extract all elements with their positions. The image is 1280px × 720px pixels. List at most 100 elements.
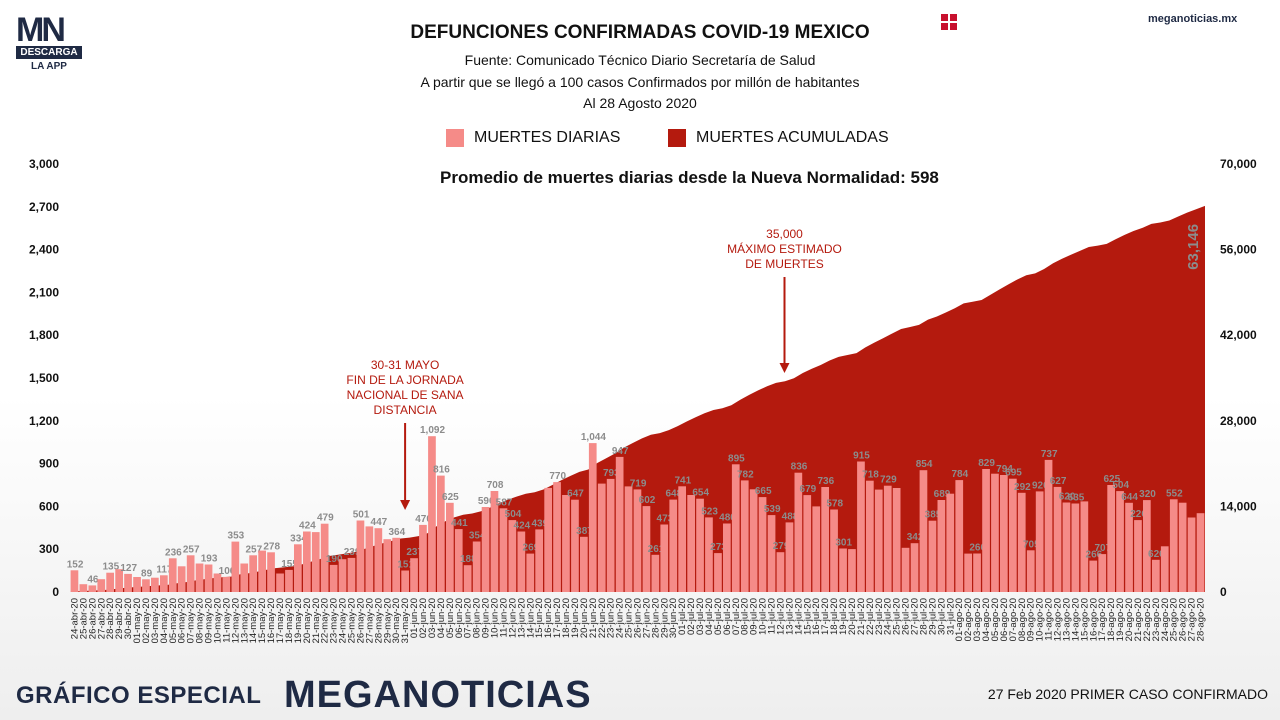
daily-value-label: 320 (1139, 489, 1156, 500)
x-tick-label: 05-jun-20 (445, 598, 456, 638)
daily-bar (454, 529, 463, 592)
daily-value-label: 106 (219, 566, 236, 577)
daily-bar (338, 559, 347, 592)
x-tick-label: 01-jul-20 (677, 598, 688, 635)
x-tick-label: 05-ago-20 (990, 598, 1001, 641)
daily-bar (1009, 478, 1017, 592)
daily-value-label: 578 (826, 499, 843, 510)
y-right-tick-label: 14,000 (1220, 499, 1257, 513)
x-tick-label: 10-ago-20 (1035, 598, 1046, 641)
daily-bar (490, 491, 499, 592)
daily-value-label: 1,044 (581, 432, 606, 443)
daily-value-label: 385 (925, 510, 942, 521)
daily-value-label: 854 (916, 459, 933, 470)
daily-bar (651, 554, 660, 592)
x-tick-label: 31-jul-20 (945, 598, 956, 635)
x-tick-label: 06-ago-20 (999, 598, 1010, 641)
daily-bar (946, 493, 955, 592)
daily-bar (168, 558, 177, 592)
daily-bar (1044, 459, 1053, 592)
legend-cumulative: MUERTES ACUMULADAS (668, 129, 889, 147)
daily-bar (857, 461, 865, 592)
x-tick-label: 04-jun-20 (436, 598, 447, 638)
daily-bar (982, 469, 990, 592)
daily-bar (803, 495, 812, 592)
daily-value-label: 266 (969, 543, 986, 554)
x-tick-label: 23-ago-20 (1151, 598, 1162, 641)
x-tick-label: 16-jun-20 (543, 598, 554, 638)
x-tick-label: 10-jun-20 (490, 598, 501, 638)
daily-value-label: 782 (737, 469, 754, 480)
daily-value-label: 895 (728, 453, 745, 464)
daily-value-label: 155 (281, 559, 298, 570)
daily-bar (383, 539, 392, 592)
daily-bar (1089, 560, 1098, 592)
promedio-text: Promedio de muertes diarias desde la Nue… (440, 168, 939, 187)
x-tick-label: 23-jun-20 (606, 598, 617, 638)
daily-bar (222, 576, 231, 592)
x-tick-label: 28-jul-20 (919, 598, 930, 635)
x-tick-label: 06-jun-20 (454, 598, 465, 638)
daily-value-label: 334 (290, 533, 307, 544)
daily-bar (124, 573, 132, 592)
x-tick-label: 03-jun-20 (427, 598, 438, 638)
daily-bar (1053, 486, 1062, 592)
x-tick-label: 20-may-20 (302, 598, 313, 643)
x-tick-label: 19-may-20 (293, 598, 304, 643)
daily-value-label: 836 (791, 462, 808, 473)
x-tick-label: 25-jun-20 (624, 598, 635, 638)
daily-bar (821, 487, 829, 592)
daily-bar (508, 520, 517, 592)
x-tick-label: 20-jun-20 (579, 598, 590, 638)
x-tick-label: 02-jul-20 (686, 598, 697, 635)
x-tick-label: 12-may-20 (230, 598, 241, 643)
daily-value-label: 473 (657, 514, 674, 525)
daily-bar (356, 520, 365, 592)
daily-value-label: 816 (433, 465, 450, 476)
daily-bar (1169, 499, 1178, 592)
x-tick-label: 08-ago-20 (1017, 598, 1028, 641)
daily-bar (213, 573, 222, 592)
x-tick-label: 27-may-20 (364, 598, 375, 643)
daily-bar (79, 584, 88, 592)
x-tick-label: 04-ago-20 (981, 598, 992, 641)
x-tick-label: 22-jun-20 (597, 598, 608, 638)
daily-bar (866, 480, 874, 592)
daily-bar (276, 573, 284, 592)
x-tick-label: 21-jul-20 (856, 598, 867, 635)
daily-bar (240, 563, 249, 592)
y-right-tick-label: 70,000 (1220, 157, 1257, 171)
x-tick-label: 05-may-20 (168, 598, 179, 643)
daily-value-label: 1,092 (420, 425, 445, 436)
x-tick-label: 09-ago-20 (1026, 598, 1037, 641)
y-left-tick-label: 300 (39, 542, 59, 556)
daily-bar (553, 482, 561, 592)
daily-bar (848, 549, 856, 592)
x-tick-label: 25-ago-20 (1169, 598, 1180, 641)
daily-bar (964, 553, 972, 592)
daily-bar (249, 555, 257, 592)
y-left-tick-label: 900 (39, 457, 59, 471)
y-left-tick-label: 1,800 (29, 328, 59, 342)
daily-bar (910, 543, 919, 592)
site-url[interactable]: meganoticias.mx (1148, 13, 1238, 25)
x-tick-label: 25-may-20 (347, 598, 358, 643)
x-tick-label: 05-jul-20 (713, 598, 724, 635)
daily-bar (97, 579, 106, 592)
daily-bar (70, 570, 79, 592)
daily-value-label: 237 (406, 547, 423, 558)
mn-logo[interactable]: MN DESCARGA LA APP (16, 13, 82, 72)
daily-value-label: 188 (460, 554, 477, 565)
daily-bar (186, 555, 195, 592)
x-tick-label: 08-jun-20 (472, 598, 483, 638)
x-tick-label: 03-may-20 (150, 598, 161, 643)
daily-bar (106, 572, 114, 592)
daily-value-label: 625 (1103, 474, 1120, 485)
y-left-tick-label: 3,000 (29, 157, 59, 171)
annotation-text: 35,000 (766, 227, 803, 241)
daily-bar (812, 506, 821, 592)
x-tick-label: 03-jul-20 (695, 598, 706, 635)
daily-bar (329, 564, 338, 592)
daily-bar (687, 495, 695, 592)
daily-value-label: 627 (1050, 476, 1067, 487)
